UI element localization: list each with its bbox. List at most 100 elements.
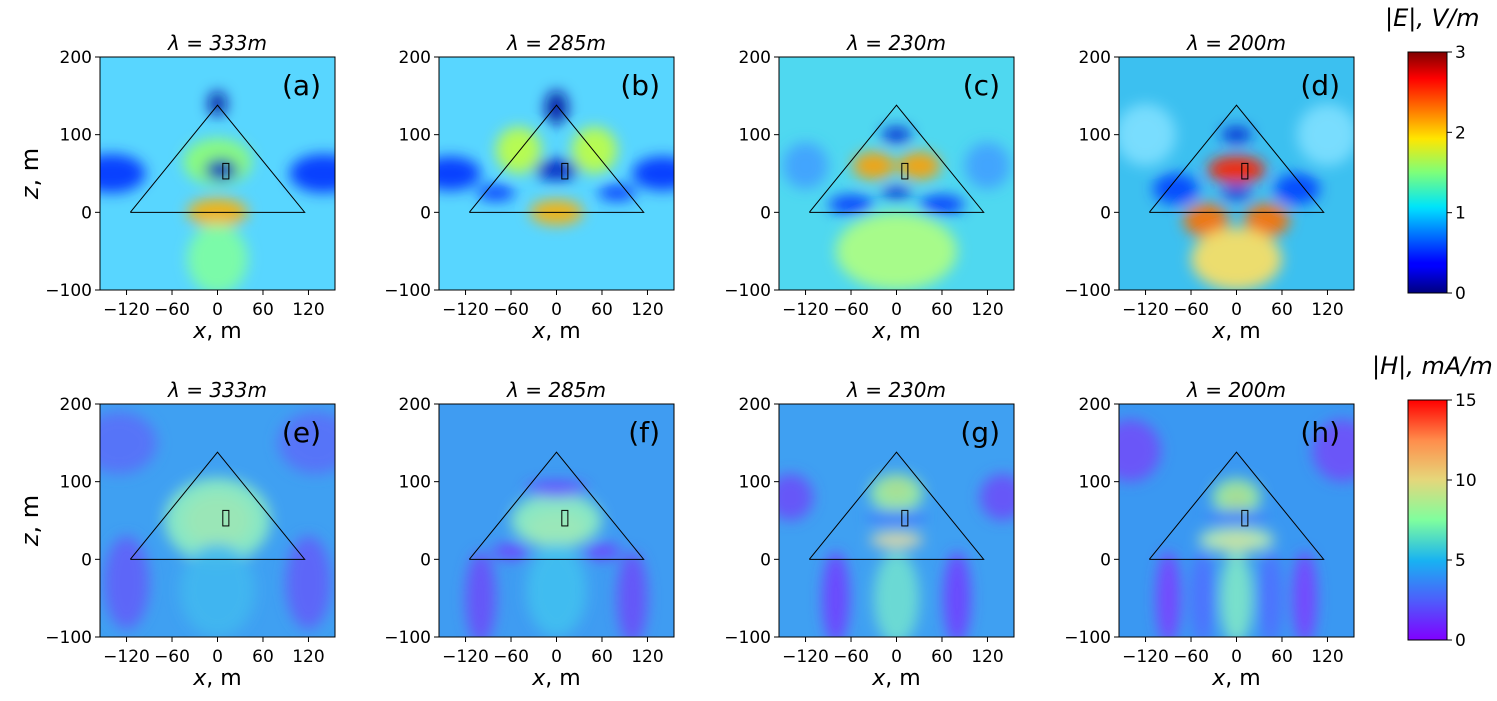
- y-tick-label: 0: [81, 203, 92, 223]
- feed-marker: [561, 509, 569, 527]
- x-tick-label: −60: [1173, 647, 1209, 667]
- y-tick-label: −100: [1064, 628, 1111, 648]
- field-feature: [1153, 173, 1199, 205]
- x-tick-label: 60: [591, 647, 613, 667]
- colorbar-tick-label: 1: [1455, 204, 1466, 224]
- panel-letter: (g): [960, 416, 1000, 449]
- colorbar-tick-label: 3: [1455, 43, 1466, 63]
- feed-marker: [1241, 162, 1249, 180]
- field-feature: [964, 142, 1011, 190]
- panel-title: λ = 230m: [846, 31, 946, 55]
- field-feature: [869, 532, 924, 548]
- x-tick-label: 0: [1231, 647, 1242, 667]
- heatmap-field: [439, 57, 674, 290]
- x-tick-label: −60: [833, 300, 869, 320]
- field-feature: [1219, 551, 1254, 637]
- panel-title: λ = 333m: [167, 378, 267, 402]
- field-feature: [1207, 155, 1266, 184]
- field-feature: [866, 510, 927, 523]
- pyramid-outline: [129, 104, 306, 213]
- field-feature: [208, 91, 227, 117]
- y-tick-label: −100: [724, 628, 771, 648]
- field-feature: [1274, 173, 1320, 205]
- x-tick-label: −60: [493, 647, 529, 667]
- field-feature: [545, 90, 568, 125]
- x-tick-label: 120: [292, 300, 324, 320]
- y-tick-label: 100: [739, 473, 771, 493]
- field-feature: [1119, 103, 1176, 166]
- field-feature: [869, 473, 924, 513]
- heatmap-field: [779, 404, 1014, 637]
- pyramid-outline: [808, 451, 985, 560]
- heatmap-field: [1119, 57, 1354, 290]
- y-tick-label: 100: [60, 126, 92, 146]
- x-tick-label: 0: [1231, 300, 1242, 320]
- x-tick-label: −60: [154, 300, 190, 320]
- y-tick-label: 0: [81, 550, 92, 570]
- y-tick-label: 200: [1079, 48, 1111, 68]
- field-feature: [1190, 551, 1215, 637]
- x-axis-label: x, m: [192, 319, 241, 344]
- panel-letter: (b): [620, 69, 660, 102]
- field-feature: [285, 536, 332, 630]
- y-tick-label: 200: [60, 48, 92, 68]
- colorbar-label: |H|, mA/m: [1372, 352, 1493, 380]
- x-tick-label: −60: [1173, 300, 1209, 320]
- x-tick-label: −120: [103, 647, 150, 667]
- feed-marker: [222, 162, 230, 180]
- field-feature: [873, 551, 920, 637]
- x-tick-label: −120: [782, 300, 829, 320]
- x-tick-label: 120: [1311, 300, 1343, 320]
- feed-marker: [1241, 509, 1249, 527]
- field-feature: [632, 156, 674, 191]
- x-axis-label: x, m: [1211, 319, 1260, 344]
- field-feature: [1244, 203, 1290, 238]
- field-feature: [1312, 419, 1354, 482]
- heatmap-features: [100, 411, 335, 637]
- field-feature: [1221, 186, 1252, 200]
- y-tick-label: −100: [724, 281, 771, 301]
- heatmap-field: [100, 404, 335, 637]
- field-feature: [103, 536, 150, 630]
- panel-g: [774, 403, 1015, 642]
- field-feature: [100, 154, 146, 193]
- field-feature: [511, 493, 602, 548]
- pyramid-outline: [468, 451, 645, 560]
- x-tick-label: 0: [212, 300, 223, 320]
- field-feature: [617, 551, 648, 637]
- y-tick-label: 0: [420, 203, 431, 223]
- y-tick-label: −100: [384, 281, 431, 301]
- panel-f: [434, 403, 675, 642]
- field-feature: [828, 195, 874, 214]
- y-tick-label: 100: [399, 126, 431, 146]
- x-tick-label: 120: [631, 647, 663, 667]
- x-tick-label: 120: [1311, 647, 1343, 667]
- y-tick-label: 200: [60, 395, 92, 415]
- heatmap-features: [1119, 103, 1354, 290]
- y-tick-label: −100: [45, 628, 92, 648]
- field-feature: [187, 223, 248, 290]
- colorbar-tick-label: 2: [1455, 123, 1466, 143]
- colorbar-tick-label: 0: [1455, 284, 1466, 304]
- heatmap-features: [782, 126, 1011, 290]
- y-tick-label: 0: [760, 550, 771, 570]
- panel-h: [1114, 403, 1355, 642]
- x-tick-label: 0: [551, 647, 562, 667]
- panel-d: [1114, 56, 1355, 295]
- x-tick-label: 120: [971, 300, 1003, 320]
- field-feature: [495, 126, 542, 174]
- field-feature: [943, 551, 971, 637]
- y-tick-label: 100: [1079, 126, 1111, 146]
- field-feature: [779, 473, 814, 521]
- field-feature: [598, 185, 637, 201]
- colorbar-label: |E|, V/m: [1385, 4, 1479, 32]
- heatmap-field: [779, 57, 1014, 290]
- heatmap-features: [1119, 419, 1354, 637]
- pyramid-outline: [468, 104, 645, 213]
- panel-a: [95, 56, 336, 295]
- field-feature: [583, 543, 621, 560]
- field-feature: [492, 543, 530, 560]
- field-feature: [465, 551, 496, 637]
- x-tick-label: 60: [931, 300, 953, 320]
